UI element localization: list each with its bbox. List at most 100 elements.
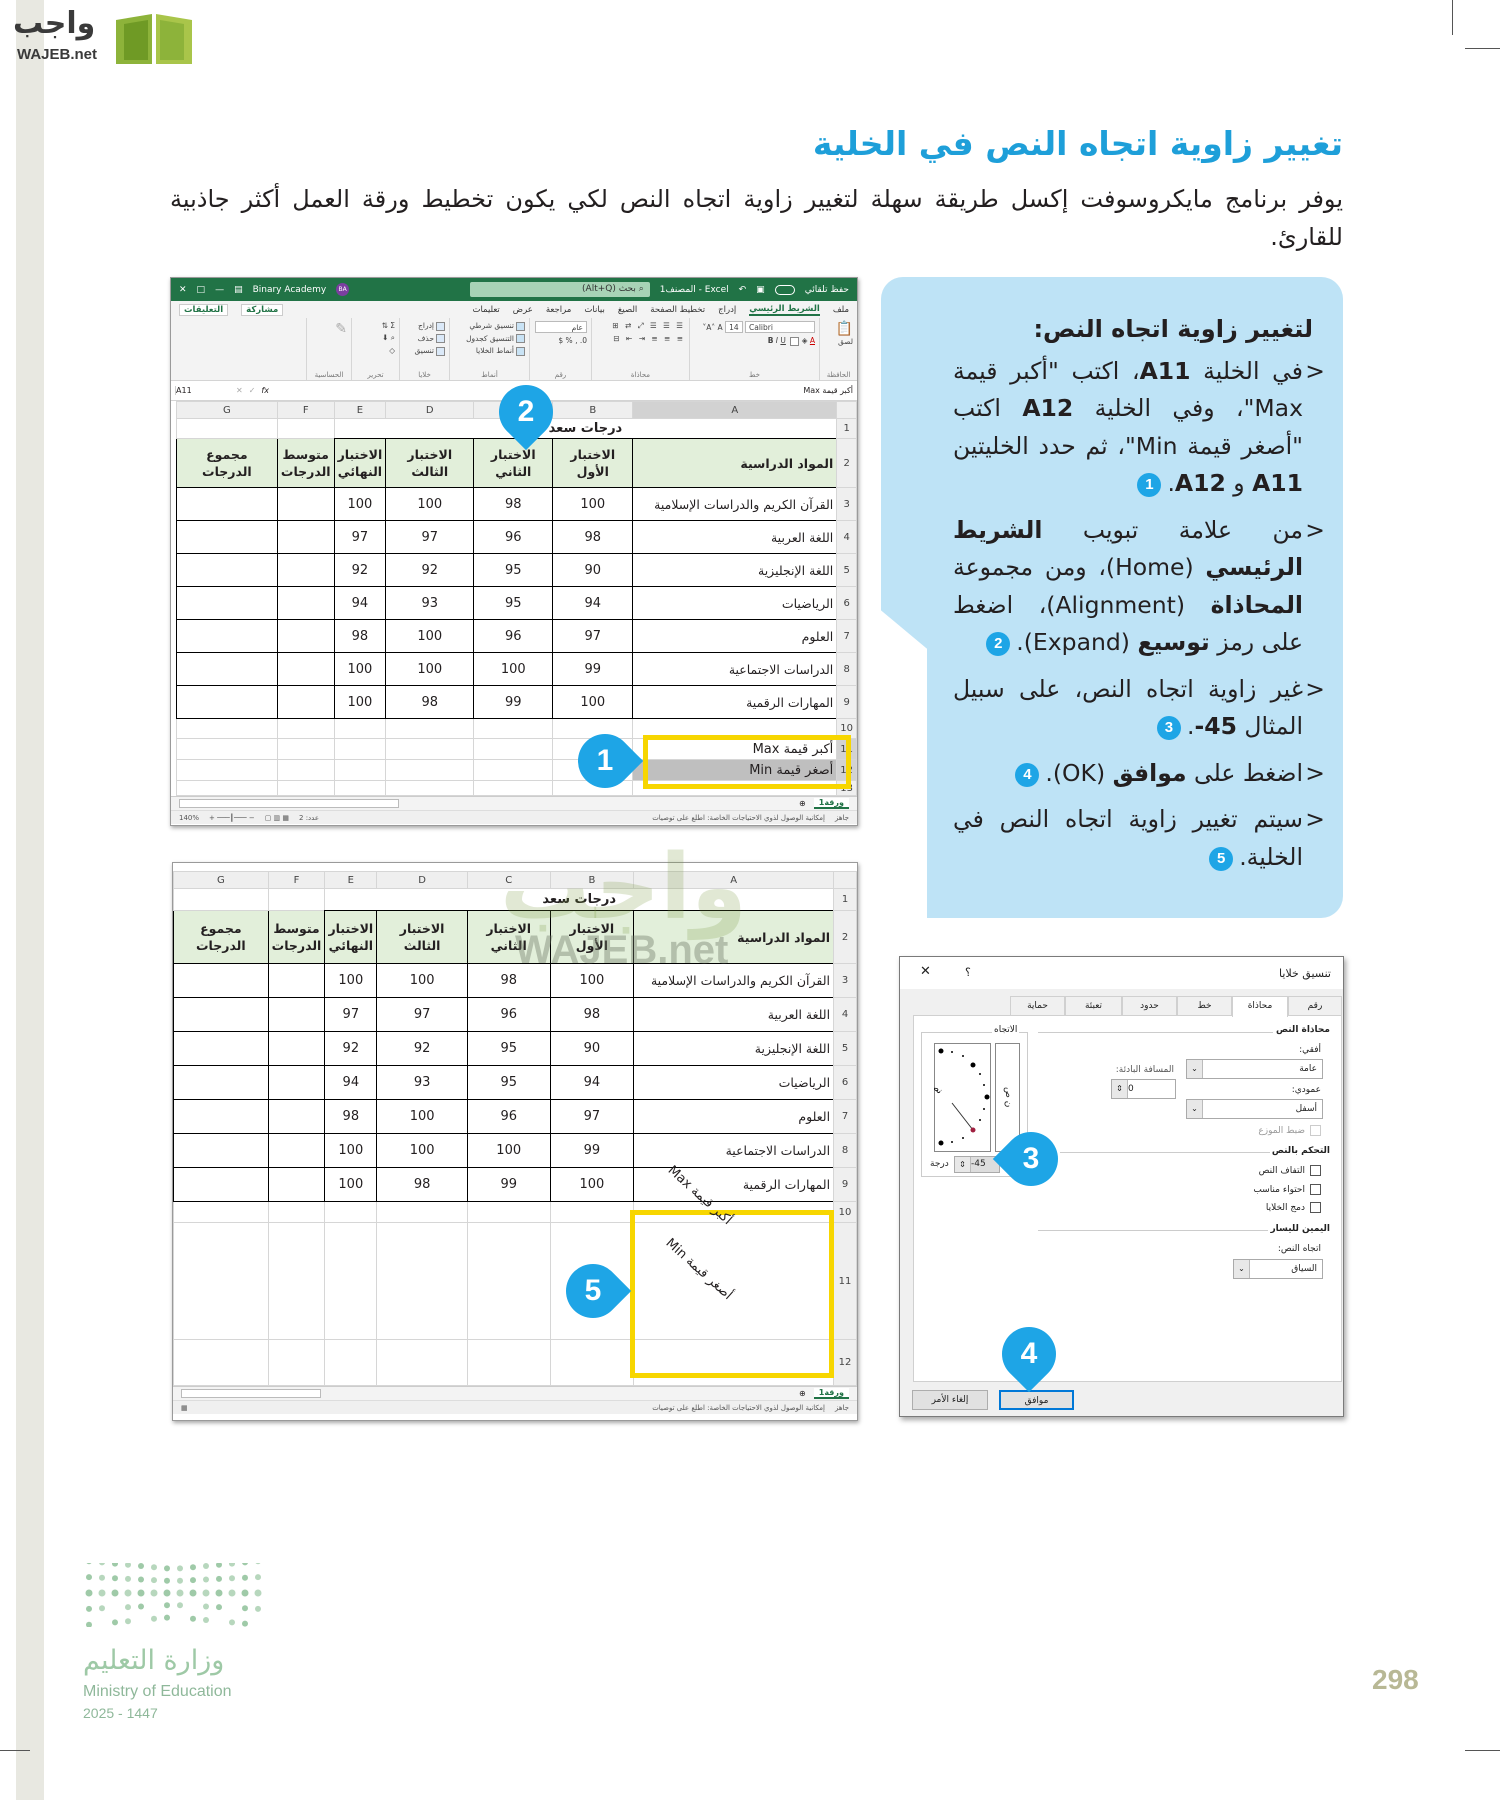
grade-cell[interactable]: 96 <box>466 997 551 1032</box>
cell[interactable] <box>267 1222 326 1340</box>
styles-item[interactable]: أنماط الخلايا <box>454 346 525 356</box>
alignment-icons[interactable]: ☰ ☰ ☰ ⤢ ⇄ ⊞ <box>612 321 685 330</box>
cell[interactable] <box>324 1222 378 1340</box>
header-cell[interactable]: المواد الدراسية <box>633 910 835 964</box>
column-header[interactable]: A <box>633 871 835 889</box>
grade-cell[interactable]: 100 <box>385 652 475 686</box>
ribbon-tab[interactable]: عرض <box>512 304 533 315</box>
grade-cell[interactable] <box>173 1099 269 1134</box>
cell[interactable] <box>173 1222 269 1340</box>
grade-cell[interactable]: 98 <box>376 1167 468 1202</box>
subject-cell[interactable]: القرآن الكريم والدراسات الإسلامية <box>632 487 838 521</box>
grade-cell[interactable] <box>267 963 326 998</box>
row-header[interactable]: 6 <box>836 586 857 620</box>
cells-item[interactable]: إدراج <box>404 321 445 331</box>
zoom-level[interactable]: 140% <box>179 813 200 822</box>
ribbon-tab[interactable]: تعليمات <box>472 304 500 315</box>
spinner-icon[interactable]: ⇕ <box>1112 1080 1128 1098</box>
grade-cell[interactable]: 98 <box>333 619 387 653</box>
add-sheet-icon[interactable]: ⊕ <box>799 1389 806 1398</box>
grade-cell[interactable] <box>276 685 335 719</box>
font-size-select[interactable]: 14 <box>725 321 743 333</box>
grade-cell[interactable] <box>276 652 335 686</box>
spinner-icon[interactable]: ⇕ <box>955 1157 971 1172</box>
cell[interactable] <box>385 780 475 796</box>
header-cell[interactable]: الاختبار الأول <box>552 438 634 488</box>
subject-cell[interactable]: الدراسات الاجتماعية <box>632 652 838 686</box>
grade-cell[interactable]: 98 <box>549 997 635 1032</box>
horizontal-scrollbar[interactable] <box>181 1389 321 1398</box>
minimize-icon[interactable]: — <box>215 284 225 295</box>
ribbon-tab[interactable]: ملف <box>832 304 849 315</box>
grade-cell[interactable] <box>175 487 278 521</box>
column-header[interactable]: E <box>333 401 387 419</box>
grade-cell[interactable] <box>173 1065 269 1100</box>
cell[interactable] <box>267 888 326 911</box>
borders-icon[interactable] <box>790 336 800 346</box>
status-accessibility[interactable]: إمكانية الوصول لذوي الاحتياجات الخاصة: ا… <box>652 1403 825 1412</box>
cell[interactable] <box>466 1339 551 1386</box>
header-cell[interactable]: مجموع الدرجات <box>175 438 278 488</box>
header-cell[interactable]: متوسط الدرجات <box>276 438 335 488</box>
grade-cell[interactable]: 100 <box>324 963 378 998</box>
fx-icon[interactable]: fx <box>261 386 269 395</box>
grade-cell[interactable]: 100 <box>324 1167 378 1202</box>
grade-cell[interactable]: 92 <box>385 553 475 587</box>
grade-cell[interactable]: 94 <box>549 1065 635 1100</box>
ribbon-tab[interactable]: مراجعة <box>545 304 572 315</box>
grade-cell[interactable]: 97 <box>333 520 387 554</box>
column-header[interactable]: F <box>267 871 326 889</box>
clear-icon[interactable]: ◇ <box>389 346 395 355</box>
fill-color-icon[interactable]: ◈ <box>801 336 808 345</box>
styles-item[interactable]: التنسيق كجدول <box>454 334 525 343</box>
grade-cell[interactable]: 95 <box>473 586 554 620</box>
grade-cell[interactable]: 100 <box>385 619 475 653</box>
ribbon-tab[interactable]: تخطيط الصفحة <box>650 304 706 315</box>
grade-cell[interactable] <box>276 619 335 653</box>
row-header[interactable]: 4 <box>833 997 857 1032</box>
cell[interactable] <box>333 780 387 796</box>
row-header[interactable]: 5 <box>833 1031 857 1066</box>
grade-cell[interactable]: 95 <box>473 553 554 587</box>
row-header[interactable]: 8 <box>833 1133 857 1168</box>
grade-cell[interactable]: 100 <box>466 1133 551 1168</box>
formula-input[interactable]: أكبر قيمة Max <box>803 386 853 395</box>
row-header[interactable]: 6 <box>833 1065 857 1100</box>
row-header[interactable]: 10 <box>833 1201 857 1223</box>
cell[interactable] <box>376 1222 468 1340</box>
avatar[interactable]: BA <box>336 283 350 296</box>
cells-item[interactable]: تنسيق <box>404 346 445 356</box>
cell[interactable] <box>276 780 335 796</box>
grade-cell[interactable] <box>267 1167 326 1202</box>
grade-cell[interactable]: 94 <box>333 586 387 620</box>
name-box[interactable]: A11 <box>175 386 230 395</box>
grade-cell[interactable]: 97 <box>549 1099 635 1134</box>
header-cell[interactable]: الاختبار الثاني <box>473 438 554 488</box>
row-header[interactable]: 8 <box>836 652 857 686</box>
cell[interactable] <box>175 418 278 439</box>
cell[interactable] <box>466 1201 551 1223</box>
grade-cell[interactable]: 99 <box>473 685 554 719</box>
horizontal-scrollbar[interactable] <box>179 799 399 808</box>
add-sheet-icon[interactable]: ⊕ <box>799 799 806 808</box>
grade-cell[interactable]: 97 <box>552 619 634 653</box>
ribbon-tab[interactable]: الصيغ <box>617 304 638 315</box>
grade-cell[interactable] <box>276 520 335 554</box>
close-icon[interactable]: ✕ <box>920 964 931 979</box>
subject-cell[interactable]: العلوم <box>632 619 838 653</box>
row-header[interactable]: 7 <box>833 1099 857 1134</box>
find-icon[interactable]: ⌕ ⬇ <box>382 333 395 342</box>
ribbon-tab[interactable]: الشريط الرئيسي <box>749 303 820 316</box>
subject-cell[interactable]: اللغة العربية <box>633 997 835 1032</box>
cell[interactable] <box>276 759 335 781</box>
header-cell[interactable]: مجموع الدرجات <box>173 910 269 964</box>
subject-cell[interactable]: المهارات الرقمية <box>632 685 838 719</box>
grade-cell[interactable]: 97 <box>385 520 475 554</box>
row-header[interactable]: 11 <box>833 1222 857 1340</box>
grade-cell[interactable]: 90 <box>552 553 634 587</box>
sheet-title-cell[interactable]: درجات سعد <box>324 888 835 911</box>
sheet-tab[interactable]: ورقة1 <box>813 1388 849 1399</box>
grade-cell[interactable]: 92 <box>333 553 387 587</box>
grade-cell[interactable]: 93 <box>385 586 475 620</box>
dialog-tab[interactable]: محاذاة <box>1232 996 1288 1017</box>
